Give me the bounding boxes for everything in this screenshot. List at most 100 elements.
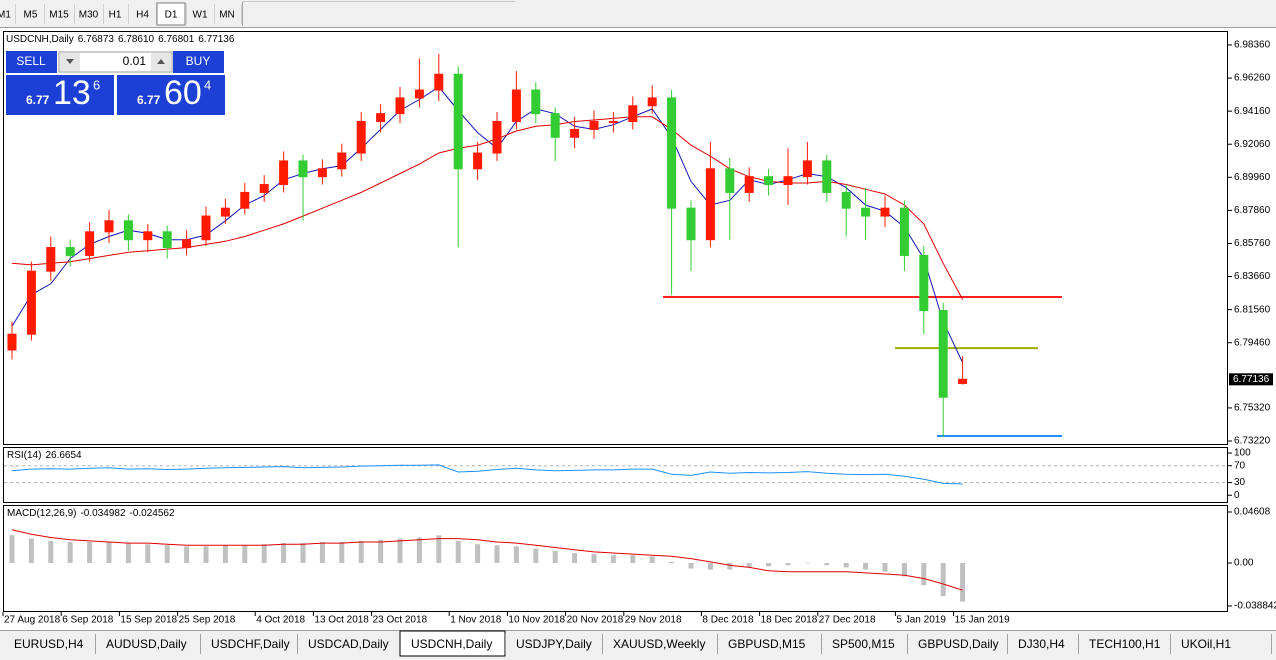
rsi-header: RSI(14) 26.6654 <box>7 450 82 461</box>
macd-bar <box>222 545 228 563</box>
chart-header: USDCNH,Daily 6.76873 6.78610 6.76801 6.77136 <box>6 34 235 45</box>
chart-tab[interactable]: USDCAD,Daily <box>308 634 401 654</box>
macd-bar <box>901 562 907 577</box>
candle-body <box>531 89 541 115</box>
rsi-line <box>11 464 963 485</box>
chart-tab[interactable]: GBPUSD,M15 <box>728 634 822 654</box>
macd-bar <box>940 562 946 597</box>
macd-bar <box>630 555 636 563</box>
macd-bar <box>48 540 54 563</box>
macd-bar <box>766 562 772 567</box>
timeframe-button[interactable]: M1 <box>0 4 16 24</box>
chart-tab[interactable]: UKOil,H1 <box>1181 634 1272 654</box>
macd-bar <box>785 562 791 566</box>
chart-tab[interactable]: USDCNH,Daily <box>399 630 506 657</box>
timeframe-button[interactable]: D1 <box>156 2 187 26</box>
chart-tab[interactable]: XAUUSD,Weekly <box>613 634 718 654</box>
indicator-value: -0.034982 <box>80 508 125 519</box>
macd-bar <box>494 545 500 563</box>
x-tick-label: 13 Oct 2018 <box>314 615 369 626</box>
timeframe-button[interactable]: W1 <box>193 4 215 24</box>
macd-bar <box>416 537 422 563</box>
macd-bar <box>300 543 306 563</box>
macd-bar <box>28 538 34 563</box>
x-tick-label: 5 Jan 2019 <box>896 615 946 626</box>
chart-tab[interactable]: USDJPY,Daily <box>516 634 603 654</box>
candle-body <box>7 333 17 351</box>
candle-body <box>279 160 289 186</box>
y-tick-label: 6.96260 <box>1234 73 1271 84</box>
candle-body <box>880 207 890 217</box>
macd-bar <box>475 544 481 563</box>
lot-field[interactable] <box>58 51 173 73</box>
chart-tab[interactable]: TECH100,H1 <box>1089 634 1171 654</box>
ask-box[interactable] <box>117 75 225 115</box>
macd-bar <box>164 545 170 563</box>
candle-body <box>725 168 735 193</box>
timeframe-button[interactable]: M30 <box>79 4 104 24</box>
ohlc-value: 6.76873 <box>78 34 115 45</box>
macd-bar <box>610 555 616 563</box>
macd-bar <box>727 562 733 570</box>
chart-tab[interactable]: DJ30,H4 <box>1018 634 1079 654</box>
bid-box[interactable] <box>6 75 114 115</box>
macd-bar <box>242 545 248 563</box>
candle-body <box>85 231 95 256</box>
macd-bar <box>882 562 888 572</box>
candle-body <box>919 254 929 312</box>
timeframe-selected <box>156 2 186 26</box>
ohlc-value: 6.76801 <box>158 34 195 45</box>
sell-button[interactable]: SELL <box>16 54 46 68</box>
candle-body <box>841 191 851 209</box>
price-tag-label: 6.77136 <box>1233 374 1270 385</box>
timeframe-button[interactable]: H1 <box>109 4 129 24</box>
candle-body <box>705 168 715 241</box>
chart-tab[interactable]: AUDUSD,Daily <box>106 634 201 654</box>
tab-label: USDCHF,Daily <box>211 637 290 651</box>
candle-body <box>802 160 812 178</box>
timeframe-label: M5 <box>24 10 38 21</box>
candle-body <box>240 191 250 209</box>
candle-body <box>667 97 677 209</box>
macd-bar <box>804 562 810 564</box>
tab-label: UKOil,H1 <box>1181 637 1231 651</box>
lot-up-arrow <box>157 59 165 64</box>
buy-button[interactable]: BUY <box>186 54 211 68</box>
timeframe-button[interactable]: M15 <box>49 4 75 24</box>
y-tick-label: 6.98360 <box>1234 40 1271 51</box>
buy-button-bg <box>173 51 224 73</box>
x-tick-label: 29 Nov 2018 <box>625 615 682 626</box>
timeframe-button[interactable]: MN <box>219 4 242 24</box>
lot-value: 0.01 <box>123 54 147 68</box>
y-tick-label: 100 <box>1234 448 1251 459</box>
chart-tab[interactable]: USDCHF,Daily <box>211 634 298 654</box>
timeframe-label: M1 <box>0 10 11 21</box>
tab-label: TECH100,H1 <box>1089 637 1161 651</box>
candle-body <box>414 89 424 99</box>
tab-label: GBPUSD,Daily <box>918 637 999 651</box>
tab-label: USDCAD,Daily <box>308 637 389 651</box>
chart-title: USDCNH,Daily <box>6 34 74 45</box>
candle-body <box>608 121 618 124</box>
ohlc-value: 6.77136 <box>198 34 235 45</box>
y-tick-label: 6.83660 <box>1234 271 1271 282</box>
candle-body <box>317 168 327 178</box>
timeframe-label: M15 <box>49 10 69 21</box>
macd-bar <box>261 544 267 563</box>
candle-body <box>434 73 444 91</box>
timeframe-button[interactable]: M5 <box>24 4 45 24</box>
macd-bar <box>843 562 849 568</box>
macd-bar <box>746 562 752 568</box>
macd-bar <box>824 562 830 566</box>
macd-bar <box>455 540 461 563</box>
x-tick-label: 25 Sep 2018 <box>179 615 236 626</box>
chart-tab[interactable]: GBPUSD,Daily <box>918 634 1008 654</box>
candle-body <box>473 152 483 170</box>
tab-label: USDCNH,Daily <box>411 637 492 651</box>
y-tick-label: 6.79460 <box>1234 337 1271 348</box>
candle-body <box>65 247 75 256</box>
chart-tab[interactable]: EURUSD,H4 <box>14 634 96 654</box>
chart-tab[interactable]: SP500,M15 <box>832 634 908 654</box>
